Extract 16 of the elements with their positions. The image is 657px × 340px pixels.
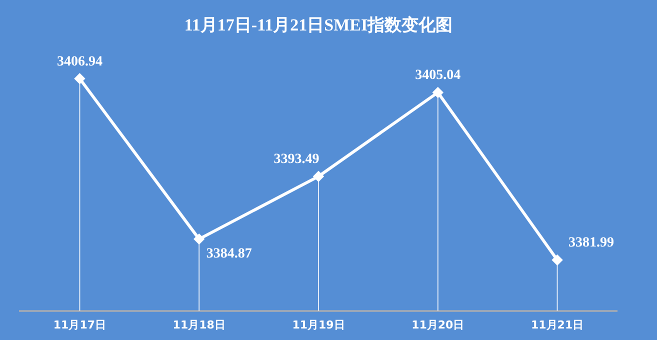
x-tick-label: 11月19日 bbox=[292, 318, 345, 332]
point bbox=[552, 254, 562, 265]
point bbox=[194, 234, 204, 244]
data-label: 3393.49 bbox=[274, 152, 320, 168]
point bbox=[74, 74, 85, 84]
x-tick-label: 11月21日 bbox=[530, 318, 584, 332]
chart-title: 11月17日-11月21日SMEI指数变化图 bbox=[184, 16, 453, 35]
x-tick-label: 11月17日 bbox=[53, 318, 106, 332]
data-label: 3405.04 bbox=[415, 68, 461, 84]
point bbox=[314, 171, 324, 182]
data-label: 3381.99 bbox=[568, 236, 614, 251]
data-label: 3406.94 bbox=[56, 54, 102, 70]
point bbox=[432, 87, 443, 98]
x-tick-label: 11月18日 bbox=[172, 318, 226, 332]
data-label: 3384.87 bbox=[206, 246, 252, 262]
x-tick-label: 11月20日 bbox=[412, 318, 464, 332]
